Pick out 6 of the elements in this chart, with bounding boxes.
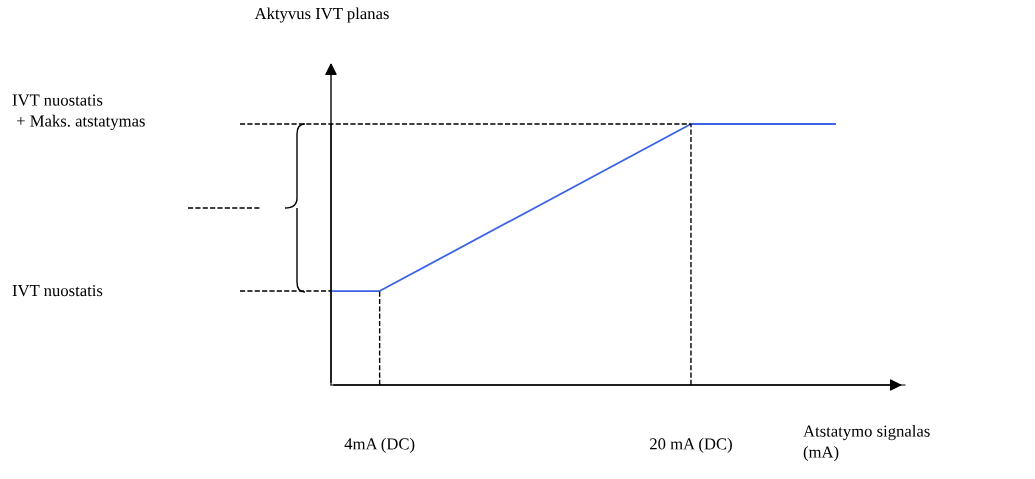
text: Aktyvus IVT planas — [254, 7, 389, 23]
x-axis-title: Atstatymo signalas (mA) — [803, 425, 930, 462]
text: IVT nuostatis + Maks. atstatymas — [12, 94, 145, 131]
x-tick-label: 4mA (DC) — [344, 437, 415, 453]
x-tick-label: 20 mA (DC) — [650, 437, 732, 453]
text: IVT nuostatis — [12, 284, 103, 297]
